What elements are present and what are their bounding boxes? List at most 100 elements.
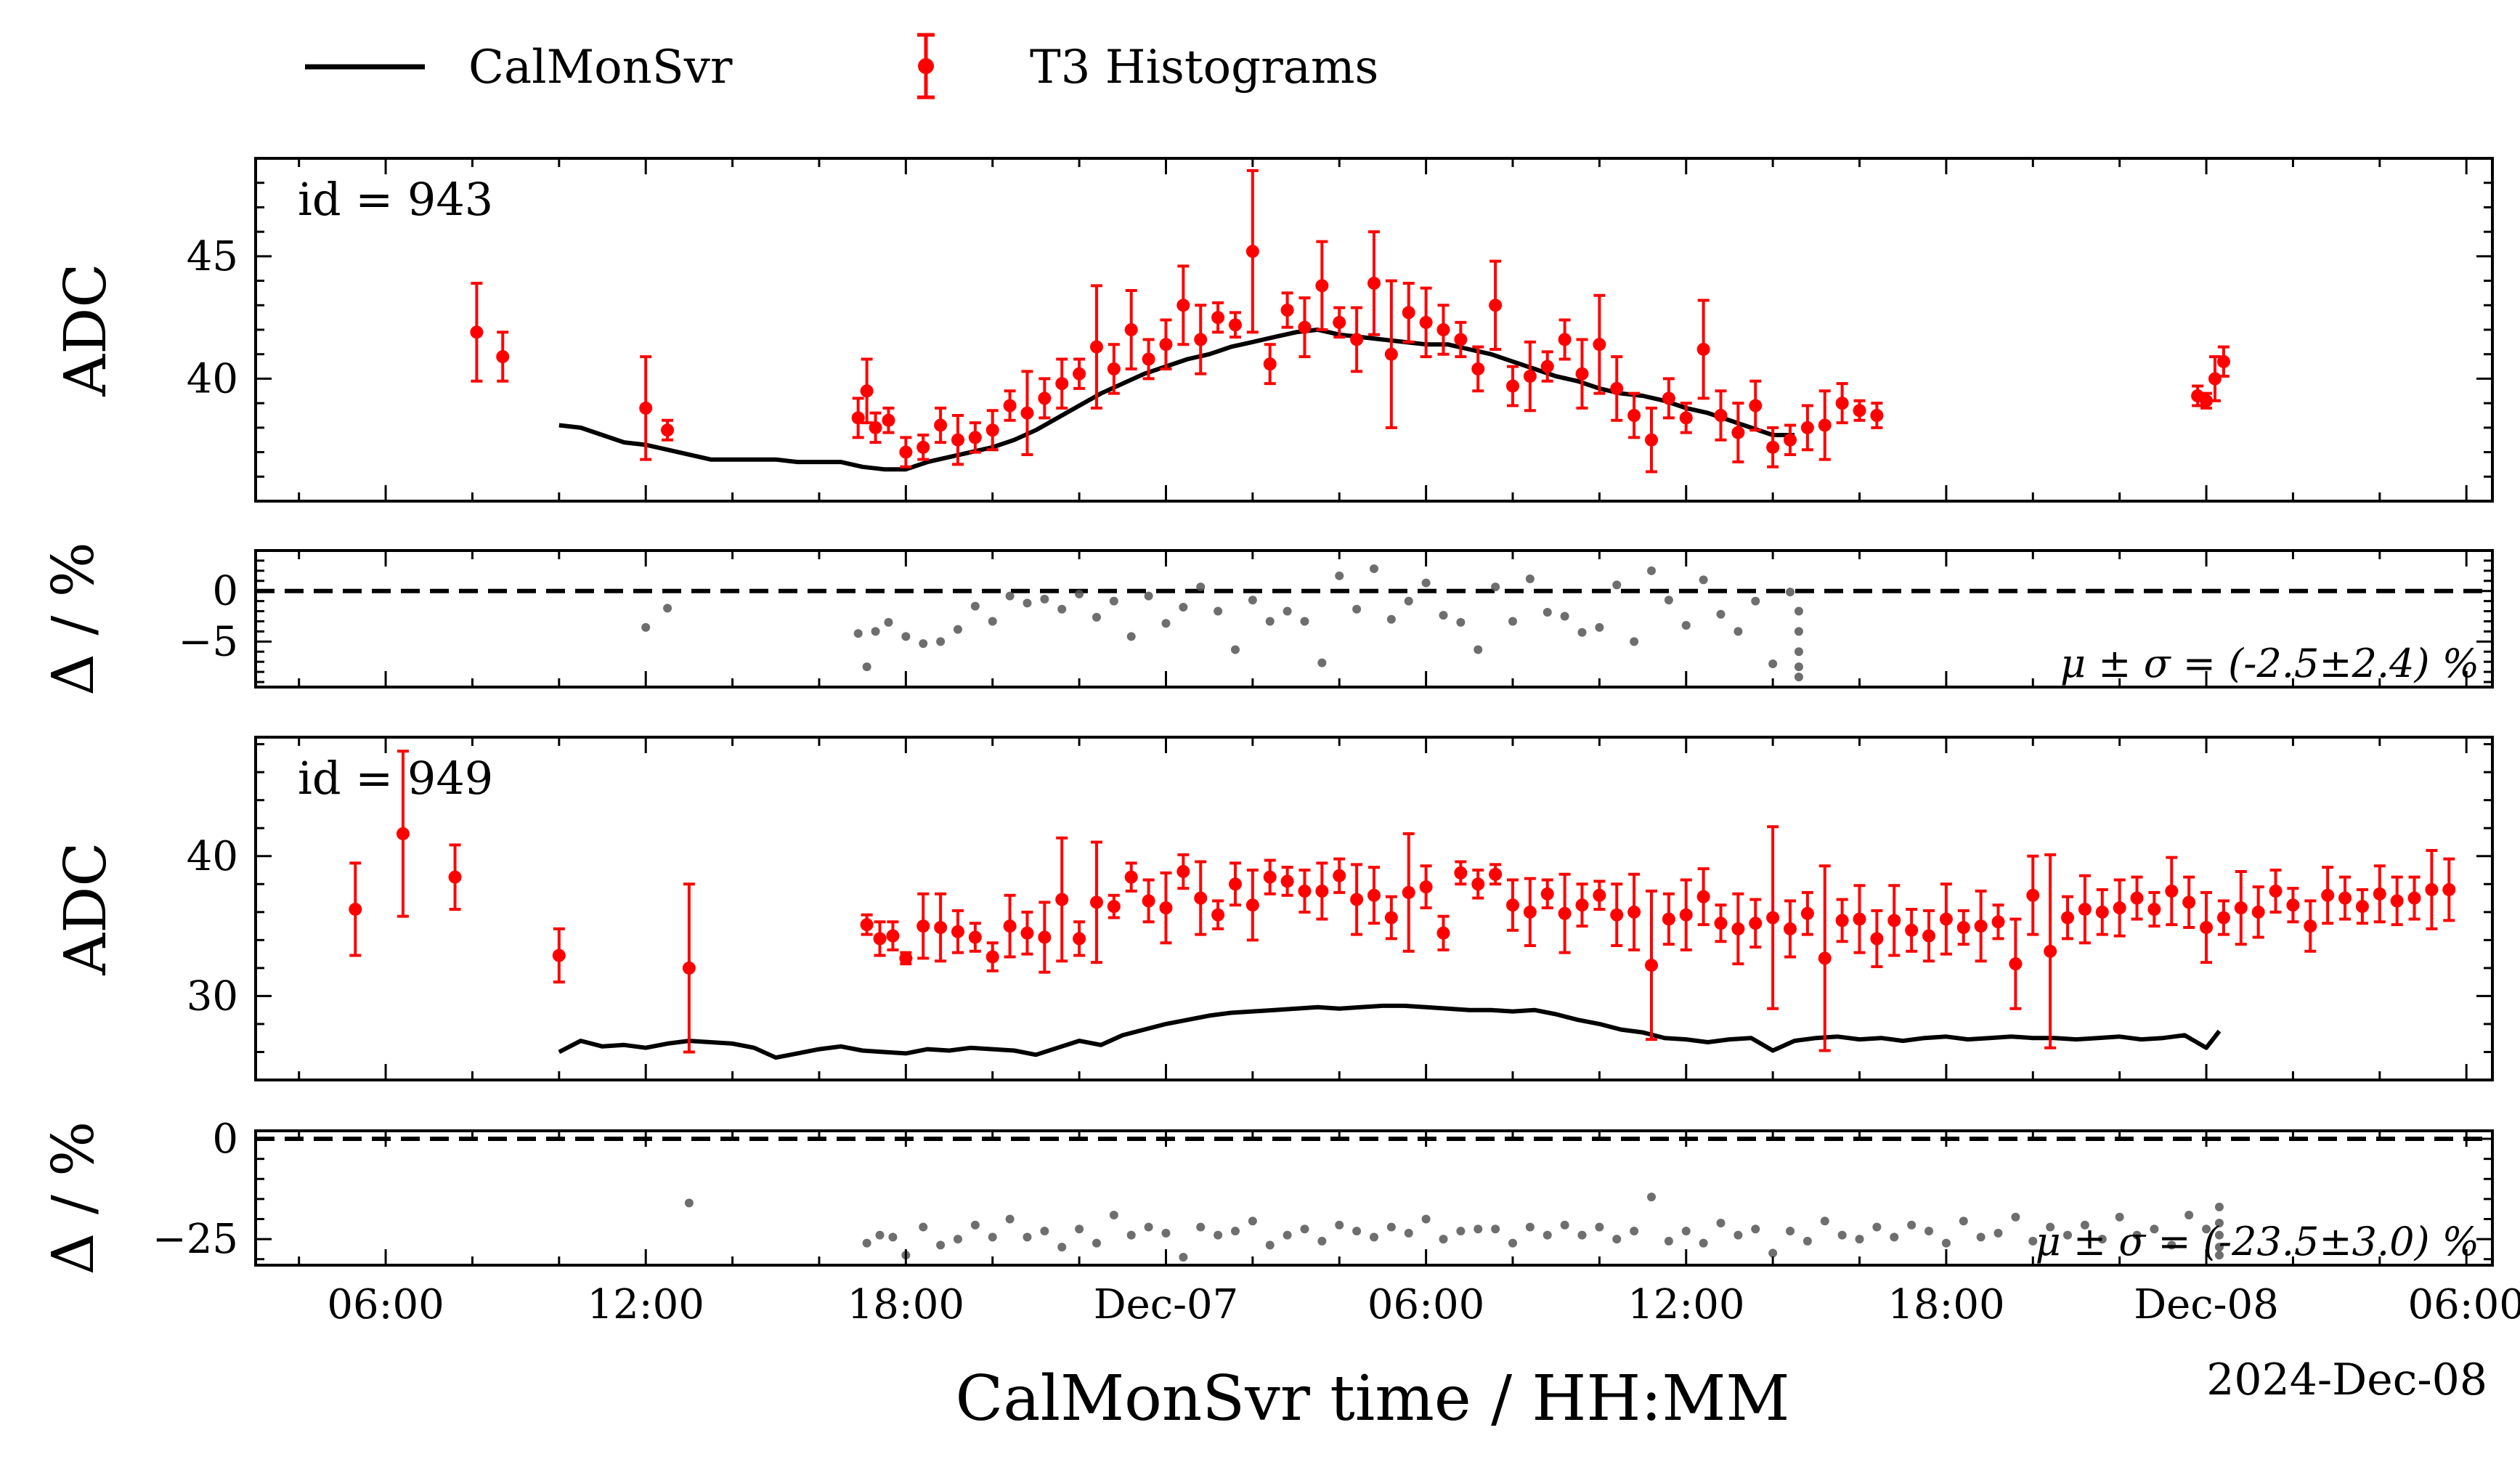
marker [1696,342,1710,356]
y-axis-label: Δ / % [39,542,107,696]
residual-point [684,1198,694,1208]
residual-point [2214,1230,2224,1240]
marker [1142,894,1155,908]
data-point [2390,875,2404,927]
residual-point [1179,1252,1188,1262]
marker [2182,896,2196,909]
data-point [2355,888,2369,925]
marker [2216,354,2230,368]
marker [2216,911,2230,925]
marker [1020,406,1034,420]
data-point [1523,340,1537,413]
marker [985,423,999,437]
data-point [1350,306,1364,373]
residual-point [1300,617,1309,626]
marker [1280,874,1294,888]
x-tick-label: 06:00 [327,1281,444,1328]
residual-point [1092,612,1101,622]
residual-point [970,1220,980,1230]
residual-point [884,617,893,627]
marker [1384,347,1398,361]
marker [1228,318,1242,332]
data-point [2321,866,2335,925]
residual-point [1612,1235,1622,1244]
marker [2061,911,2075,925]
data-point [1176,853,1190,890]
marker [1454,333,1468,346]
marker [916,440,930,454]
residual-point [1681,621,1691,630]
data-point [2200,391,2214,410]
residual-point [1560,1220,1569,1230]
residual-point [2115,1212,2124,1222]
marker [1905,923,1919,937]
marker [661,423,675,437]
residual-point [1023,598,1032,608]
residual-point [1595,622,1604,632]
data-point [1818,864,1832,1052]
data-point [1003,893,1017,959]
y-axis-label: ADC [52,842,119,975]
marker [1784,922,1797,935]
marker [851,411,865,425]
data-point [2425,849,2439,930]
marker [1662,391,1675,405]
marker [1402,306,1415,320]
data-point [1107,343,1121,395]
marker [2442,882,2456,896]
data-point [1159,318,1173,370]
marker [899,445,913,459]
marker [1800,421,1814,434]
data-point [1922,909,1936,963]
marker [496,350,510,364]
residual-point [1352,1227,1362,1236]
data-point [349,861,362,957]
residual-point [2184,1210,2194,1219]
marker [639,401,653,415]
x-axis: 06:00 12:00 18:00 Dec-07 06:00 12:00 18:00 Dec-… [327,1281,2520,1435]
x-tick-label: Dec-07 [1094,1281,1239,1328]
data-point [1055,836,1069,963]
marker [1956,921,1970,935]
data-point [1471,345,1485,393]
data-point [1731,892,1745,966]
marker [1089,340,1103,354]
data-point [1523,877,1537,948]
panel-3: id = 949 30 40 ADC [52,736,2494,1081]
data-point [1645,406,1659,474]
data-point [1228,861,1242,907]
marker [1558,906,1572,920]
residual-point [1491,1225,1500,1234]
marker [1627,905,1641,919]
y-axis-label: ADC [52,263,119,397]
data-point [2407,875,2421,921]
data-point [1784,899,1797,959]
data-point [1593,880,1606,911]
marker [2234,901,2248,915]
marker [1298,320,1312,334]
residual-point [1716,1219,1726,1228]
data-point [1714,903,1728,943]
residual-point [1144,1222,1153,1232]
data-point [1333,306,1346,339]
marker [2165,884,2179,898]
residual-point [2011,1212,2020,1222]
residual-point [2046,1222,2055,1232]
residual-point [1265,617,1275,626]
residual-point [2202,1225,2211,1234]
residual-point [1976,1232,1985,1242]
residual-point [1421,1214,1431,1224]
data-point [899,951,913,966]
residual-point [1057,604,1067,614]
marker [1784,433,1797,447]
residual-point [1630,637,1639,646]
x-ticks [298,551,2468,687]
residual-point [1023,1232,1032,1242]
residual-point [1421,578,1431,588]
data-point [1454,860,1468,886]
residual-point [1196,1222,1206,1232]
data-point [1627,391,1641,439]
marker [1818,951,1832,965]
data-point [2078,874,2092,945]
residual-point [1794,606,1803,616]
